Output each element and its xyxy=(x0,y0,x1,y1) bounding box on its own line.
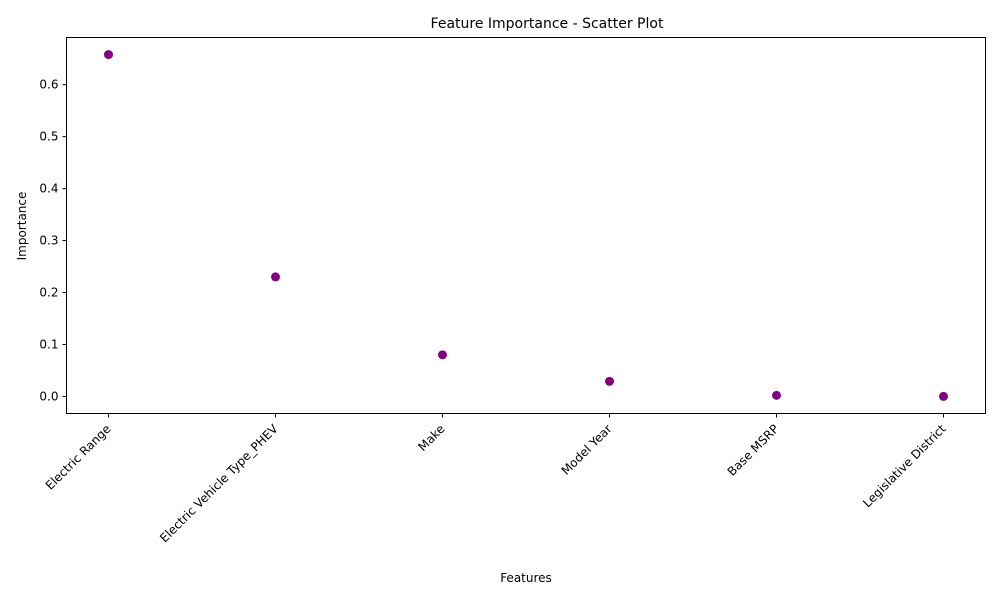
data-point xyxy=(939,391,948,401)
y-tick-label: 0.2 xyxy=(39,286,58,300)
plot-area-frame xyxy=(66,37,986,414)
y-tick-label: 0.0 xyxy=(39,389,58,403)
chart-title: Feature Importance - Scatter Plot xyxy=(431,16,664,32)
data-point xyxy=(271,272,280,282)
x-tick-label: Legislative District xyxy=(860,422,949,511)
data-point xyxy=(438,350,447,360)
data-point xyxy=(605,376,614,386)
y-axis-label: Importance xyxy=(15,192,29,261)
x-tick-label: Base MSRP xyxy=(725,422,782,479)
axis-ticks: 0.0 0.1 0.2 0.3 0.4 0.5 0.6 Electric Range Elect… xyxy=(39,78,948,545)
data-points xyxy=(104,50,948,401)
x-axis-label: Features xyxy=(500,571,552,585)
data-point xyxy=(104,50,113,60)
x-tick-label: Make xyxy=(415,422,447,454)
x-tick-label: Model Year xyxy=(559,422,615,478)
y-tick-label: 0.1 xyxy=(39,337,58,351)
y-tick-label: 0.4 xyxy=(39,182,58,196)
y-tick-label: 0.3 xyxy=(39,234,58,248)
y-tick-label: 0.6 xyxy=(39,78,58,92)
x-tick-label: Electric Vehicle Type_PHEV xyxy=(157,421,281,545)
data-point xyxy=(772,390,781,400)
y-tick-label: 0.5 xyxy=(39,130,58,144)
x-tick-label: Electric Range xyxy=(43,422,114,493)
